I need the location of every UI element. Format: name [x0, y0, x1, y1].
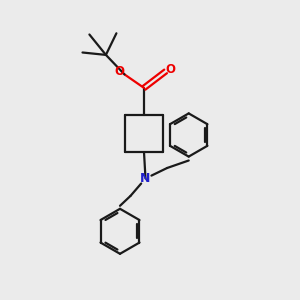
- Text: N: N: [140, 172, 151, 185]
- Text: O: O: [114, 65, 124, 79]
- Text: O: O: [166, 63, 176, 76]
